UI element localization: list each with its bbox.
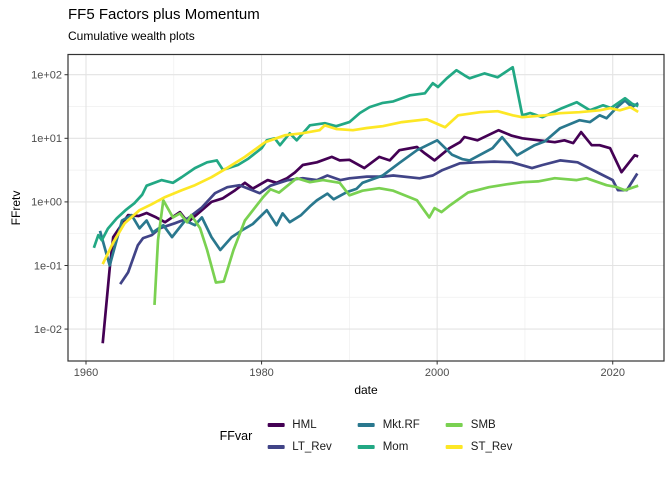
y-tick-label: 1e-01 xyxy=(34,260,62,272)
x-tick-label: 1980 xyxy=(249,367,273,379)
series-line-Mkt.RF xyxy=(98,99,639,267)
x-tick-label: 1960 xyxy=(74,367,98,379)
smb-line-swatch xyxy=(445,423,463,427)
legend: FFvar HML LT_Rev Mkt.RF Mom SMB xyxy=(220,419,513,453)
plot-title: FF5 Factors plus Momentum xyxy=(68,6,260,23)
legend-label: HML xyxy=(292,419,317,431)
legend-item-st-rev: ST_Rev xyxy=(445,441,513,453)
series-line-LT_Rev xyxy=(119,159,639,285)
y-tick-label: 1e+01 xyxy=(31,133,62,145)
y-tick-label: 1e+02 xyxy=(31,70,62,82)
y-tick-label: 1e+00 xyxy=(31,197,62,209)
legend-item-mkt-rf: Mkt.RF xyxy=(357,419,420,431)
legend-label: ST_Rev xyxy=(470,441,513,453)
legend-label: Mom xyxy=(382,441,409,453)
legend-item-smb: SMB xyxy=(445,419,513,431)
legend-item-hml: HML xyxy=(267,419,331,431)
legend-label: SMB xyxy=(470,419,496,431)
legend-items: HML LT_Rev Mkt.RF Mom SMB ST_Rev xyxy=(267,419,512,453)
hml-line-swatch xyxy=(267,423,285,427)
x-tick-label: 2000 xyxy=(425,367,449,379)
legend-label: LT_Rev xyxy=(292,441,332,453)
series-line-Mom xyxy=(92,65,639,249)
lt-rev-line-swatch xyxy=(267,445,285,449)
x-tick-label: 2020 xyxy=(600,367,624,379)
x-axis-title: date xyxy=(354,383,378,397)
plot-subtitle: Cumulative wealth plots xyxy=(68,29,195,43)
y-axis-title: FFretv xyxy=(9,190,23,226)
mom-line-swatch xyxy=(357,445,375,449)
y-tick-label: 1e-02 xyxy=(34,324,62,336)
series-line-ST_Rev xyxy=(101,105,639,265)
panel-border xyxy=(67,53,665,362)
series-line-SMB xyxy=(153,176,639,305)
legend-item-lt-rev: LT_Rev xyxy=(267,441,332,453)
legend-title: FFvar xyxy=(219,429,253,443)
st-rev-line-swatch xyxy=(445,445,463,449)
legend-item-mom: Mom xyxy=(357,441,420,453)
mkt-rf-line-swatch xyxy=(357,423,375,427)
legend-label: Mkt.RF xyxy=(382,419,420,431)
